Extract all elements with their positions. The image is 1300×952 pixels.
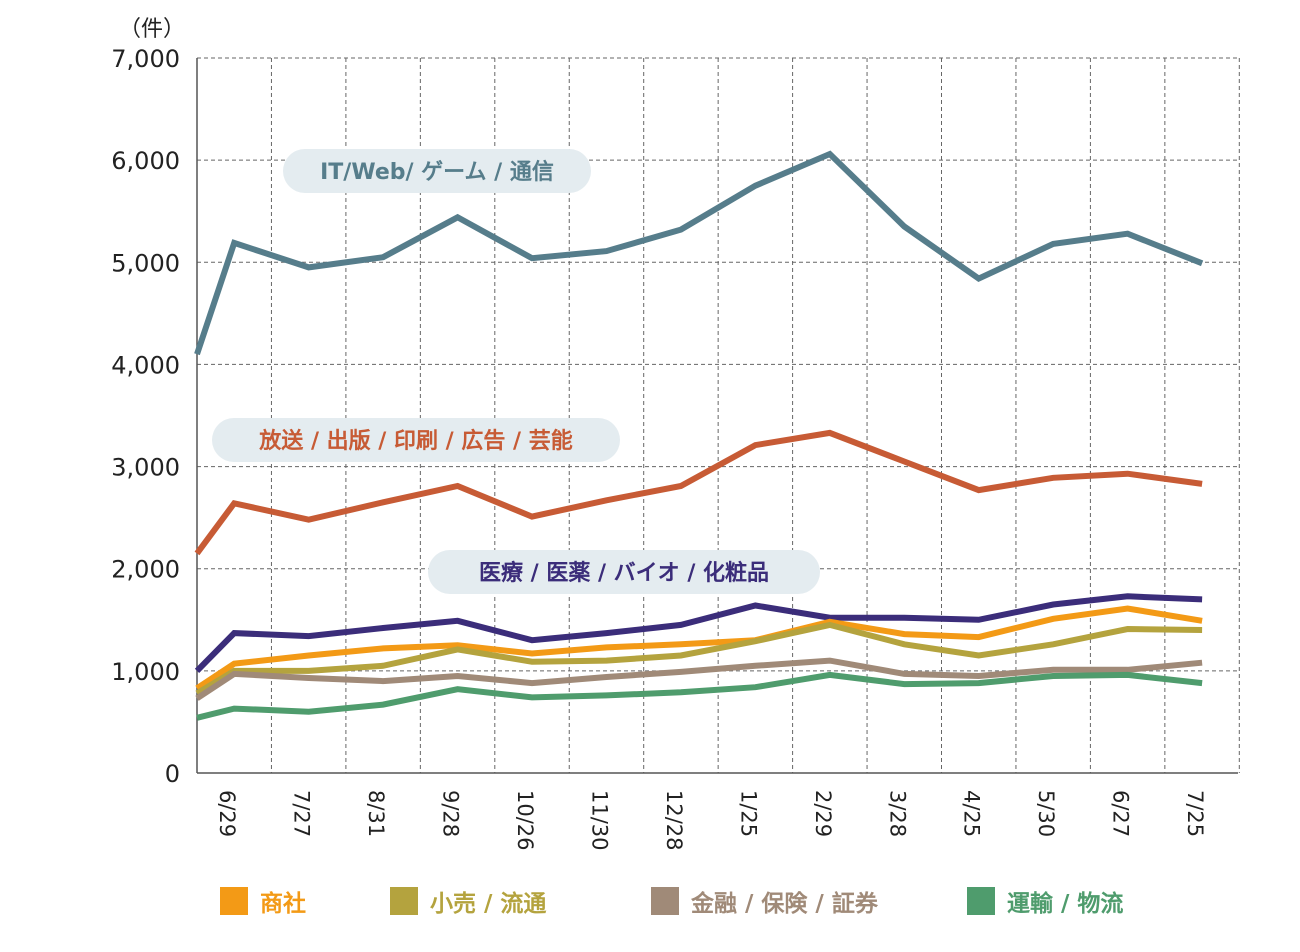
series-line <box>195 657 1203 701</box>
y-tick-label: 7,000 <box>111 45 180 73</box>
x-tick-label: 1/25 <box>736 790 760 837</box>
series-callout-bg <box>212 418 620 462</box>
line-chart: 0 1,000 2,000 3,000 4,000 5,000 6,000 7,000 （件） 6… <box>111 17 1240 851</box>
x-tick-label: 7/27 <box>290 790 314 837</box>
legend-label: 運輸 / 物流 <box>1007 891 1124 917</box>
x-tick-label: 10/26 <box>513 790 537 851</box>
series-callout-label: IT/Web/ ゲーム / 通信 <box>320 159 554 185</box>
x-tick-label: 12/28 <box>662 790 686 851</box>
axes: 0 1,000 2,000 3,000 4,000 5,000 6,000 7,000 （件） 6… <box>111 17 1238 851</box>
x-tick-label: 6/29 <box>215 790 239 837</box>
series-line <box>194 150 1204 356</box>
y-tick-label: 1,000 <box>111 658 180 686</box>
y-tick-label: 0 <box>165 760 180 788</box>
grid-lines <box>197 57 1240 773</box>
x-tick-label: 8/31 <box>364 790 388 837</box>
x-tick-label: 3/28 <box>885 790 909 837</box>
x-tick-label: 9/28 <box>439 790 463 837</box>
x-tick-label: 7/25 <box>1183 790 1207 837</box>
x-tick-label: 11/30 <box>587 790 611 851</box>
x-tick-label: 5/30 <box>1034 790 1058 837</box>
y-tick-label: 2,000 <box>111 556 180 584</box>
series-callout-label: 放送 / 出版 / 印刷 / 広告 / 芸能 <box>258 428 572 454</box>
series-callout-bg <box>428 550 820 594</box>
y-tick-label: 5,000 <box>111 249 180 277</box>
series-lines <box>194 150 1204 721</box>
legend-item: 運輸 / 物流 <box>967 884 1123 918</box>
legend-swatch <box>390 887 418 915</box>
series-line <box>194 429 1203 556</box>
legend-item: 商社 <box>220 884 306 918</box>
x-tick-label: 4/25 <box>960 790 984 837</box>
legend-label: 商社 <box>260 891 306 917</box>
legend-swatch <box>651 887 679 915</box>
y-tick-label: 4,000 <box>111 351 180 379</box>
legend: 商社 小売 / 流通 金融 / 保険 / 証券 運輸 / 物流 <box>0 884 1300 920</box>
legend-label: 金融 / 保険 / 証券 <box>691 891 878 917</box>
x-tick-label: 2/29 <box>811 790 835 837</box>
series-line <box>196 671 1203 721</box>
legend-label: 小売 / 流通 <box>430 891 547 917</box>
series-callout-bg <box>283 149 591 193</box>
series-line <box>195 621 1203 696</box>
y-tick-label: 3,000 <box>111 454 180 482</box>
legend-item: 金融 / 保険 / 証券 <box>651 884 878 918</box>
legend-item: 小売 / 流通 <box>390 884 546 918</box>
legend-swatch <box>967 887 995 915</box>
y-tick-label: 6,000 <box>111 147 180 175</box>
series-line <box>194 593 1203 674</box>
legend-swatch <box>220 887 248 915</box>
y-unit-label: （件） <box>119 17 185 42</box>
series-callout-label: 医療 / 医薬 / バイオ / 化粧品 <box>479 560 769 586</box>
x-tick-label: 6/27 <box>1109 790 1133 837</box>
series-line <box>195 605 1203 691</box>
